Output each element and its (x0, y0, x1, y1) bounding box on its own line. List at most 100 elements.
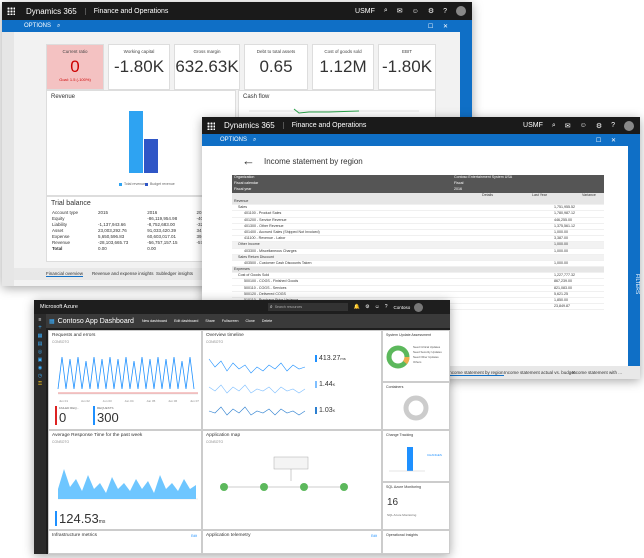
kpi-current-ratio[interactable]: Current ratio 0 Goal: 1.5 (-100%) (46, 44, 104, 90)
change-tracking-tile[interactable]: Change Tracking CHANGES (382, 430, 450, 482)
clone-button[interactable]: Clone (245, 319, 255, 323)
tab-subledger[interactable]: Subledger insights (156, 271, 194, 276)
table-row[interactable]: 500110 - COGS - Services 821,083.00 (232, 286, 604, 292)
table-row[interactable]: 411100 - Revenue - Labor 3,387.00 (232, 236, 604, 243)
options-tab[interactable]: OPTIONS (220, 137, 248, 143)
vm-icon[interactable]: ▣ (37, 357, 43, 363)
app-launcher-icon[interactable] (207, 122, 215, 130)
user-name[interactable]: Contoso (393, 304, 411, 310)
table-row[interactable]: 403500 - Customer Cash Discounts Taken 1,… (232, 261, 604, 268)
help-icon[interactable]: ? (611, 122, 615, 129)
gear-icon[interactable]: ⚙ (427, 8, 435, 15)
table-row[interactable]: 500120 - Delivered COGS 5,621.25 (232, 292, 604, 298)
edit-link[interactable]: Edit (371, 534, 377, 538)
table-row-total[interactable]: Total 0.00 0.00 (52, 245, 157, 251)
globe-icon[interactable]: ◎ (37, 349, 43, 355)
avatar[interactable] (414, 302, 424, 312)
brand-name[interactable]: Microsoft Azure (40, 304, 78, 310)
message-icon[interactable]: ✉ (396, 8, 403, 15)
col-2016[interactable]: 2016 (147, 209, 158, 215)
tab-with-more[interactable]: Income statement with ... (572, 370, 623, 375)
app-launcher-icon[interactable] (7, 7, 15, 15)
resources-icon[interactable]: ▤ (37, 341, 43, 347)
table-row[interactable]: Expense 5,650,596.83 60,603,017.01 39,4 (52, 233, 206, 239)
share-button[interactable]: Share (205, 319, 215, 323)
notification-icon[interactable]: 🔔 (353, 304, 361, 310)
app-name[interactable]: Finance and Operations (282, 122, 375, 129)
edit-link[interactable]: Edit (191, 534, 197, 538)
infrastructure-metrics-tile[interactable]: Infrastructure metrics Edit (48, 530, 202, 554)
search-icon[interactable]: ⌕ (253, 136, 257, 143)
col-account-type[interactable]: Account type (52, 209, 79, 215)
avatar[interactable] (624, 120, 634, 131)
col-last-year[interactable]: Last Year (532, 193, 547, 197)
requests-errors-tile[interactable]: Requests and errors CONSOTO Jun 01 Jun 02… (48, 330, 202, 430)
table-row[interactable]: 500100 - COGS - Finished Goods 867,239.00 (232, 279, 604, 286)
containers-tile[interactable]: Containers (382, 382, 450, 430)
kpi-debt-to-assets[interactable]: Debt to total assets 0.65 (244, 44, 308, 90)
avatar[interactable] (456, 6, 466, 16)
edit-dashboard-button[interactable]: Edit dashboard (174, 319, 199, 323)
kpi-working-capital[interactable]: Working capital -1.80K (108, 44, 170, 90)
tab-financial-overview[interactable]: Financial overview (46, 271, 84, 277)
dashboard-icon[interactable]: ▦ (37, 333, 43, 339)
sql-icon[interactable]: ◉ (37, 365, 43, 371)
tab-revenue-expense[interactable]: Revenue and expense insights (92, 271, 154, 276)
fullscreen-button[interactable]: Fullscreen (221, 319, 239, 323)
app-name[interactable]: Finance and Operations (84, 7, 177, 15)
company-picker[interactable]: USMF (355, 7, 375, 15)
col-variance[interactable]: Variance (582, 193, 596, 197)
clock-icon[interactable]: ◷ (37, 373, 43, 379)
help-icon[interactable]: ? (443, 7, 447, 15)
table-row[interactable]: Sales 1,751,955.52 (232, 205, 604, 212)
smiley-icon[interactable]: ☺ (374, 304, 380, 310)
sql-monitoring-tile[interactable]: SQL Azure Monitoring 16 SQL Azure Monito… (382, 482, 450, 530)
col-2017[interactable]: 2017 (194, 209, 220, 215)
search-input[interactable]: ⌕ Search resources (267, 303, 348, 311)
help-icon[interactable]: ? (384, 304, 388, 310)
plus-icon[interactable]: + (38, 325, 42, 331)
search-icon[interactable]: ⌕ (57, 22, 61, 29)
response-time-tile[interactable]: Average Response Time for the past week … (48, 430, 202, 530)
system-update-tile[interactable]: System Update Assessment Need Critical U… (382, 330, 450, 382)
operational-insights-tile[interactable]: Operational Insights (382, 530, 450, 554)
gear-icon[interactable]: ⚙ (365, 304, 370, 310)
table-row[interactable]: 401300 - Other Revenue 1,375,561.12 (232, 224, 604, 230)
col-details[interactable]: Details (482, 193, 493, 197)
tab-by-region[interactable]: Income statement by region (448, 370, 504, 376)
company-picker[interactable]: USMF (523, 122, 543, 129)
delete-button[interactable]: Delete (261, 319, 273, 323)
search-icon[interactable]: ⌕ (551, 121, 556, 129)
back-arrow-icon[interactable]: ← (242, 153, 255, 168)
kpi-ebit[interactable]: EBIT -1.80K (378, 44, 436, 90)
kpi-gross-margin[interactable]: Gross margin 632.63K (174, 44, 240, 90)
window-tools[interactable]: ☐ ✕ (595, 137, 620, 144)
tab-actual-vs-budget[interactable]: Income statement actual vs. budget (504, 370, 576, 375)
kpi-cogs[interactable]: Cost of goods sold 1.12M (312, 44, 374, 90)
window-tools[interactable]: ☐ ✕ (427, 23, 452, 30)
overview-timeline-tile[interactable]: Overview timeline CONSOTO 413.27ms 1.44K… (202, 330, 382, 430)
gear-icon[interactable]: ⚙ (595, 122, 603, 130)
table-row[interactable]: Asset 23,003,292.76 91,033,420.39 34,1 (52, 227, 206, 233)
new-dashboard-button[interactable]: New dashboard (141, 319, 168, 323)
application-map-tile[interactable]: Application map CONSOTO (202, 430, 382, 530)
col-2015[interactable]: 2015 (98, 209, 109, 215)
search-icon[interactable]: ⌕ (383, 7, 388, 14)
menu-icon[interactable]: ≡ (38, 317, 42, 323)
table-row[interactable]: 401400 - Accrued Sales (Shipped Not Invo… (232, 230, 604, 237)
message-icon[interactable]: ✉ (564, 122, 571, 130)
table-row[interactable]: 401200 - Service Revenue 446,255.00 (232, 218, 604, 224)
smiley-icon[interactable]: ☺ (411, 7, 419, 15)
options-tab[interactable]: OPTIONS (24, 23, 52, 29)
key-icon[interactable]: ⚿ (38, 381, 42, 387)
table-row[interactable]: Liability-1,137,943.66-8,752,683.00-32,5 (52, 221, 207, 227)
table-row[interactable]: Revenue-28,103,665.73-56,757,157.15-57,1 (52, 239, 207, 245)
table-row[interactable]: 403300 - Miscellaneous Charges 1,000.00 (232, 249, 604, 255)
table-row[interactable]: Cost of Goods Sold 1,227,777.32 (232, 273, 604, 280)
table-row[interactable]: Other Income 1,000.00 (232, 242, 604, 249)
filters-pane[interactable]: FILTERS (628, 146, 640, 379)
table-row[interactable]: 401100 - Product Sales 1,780,987.12 (232, 211, 604, 218)
table-row[interactable]: Sales Return Discount (232, 254, 604, 261)
application-telemetry-tile[interactable]: Application telemetry Edit (202, 530, 382, 554)
smiley-icon[interactable]: ☺ (579, 122, 587, 129)
